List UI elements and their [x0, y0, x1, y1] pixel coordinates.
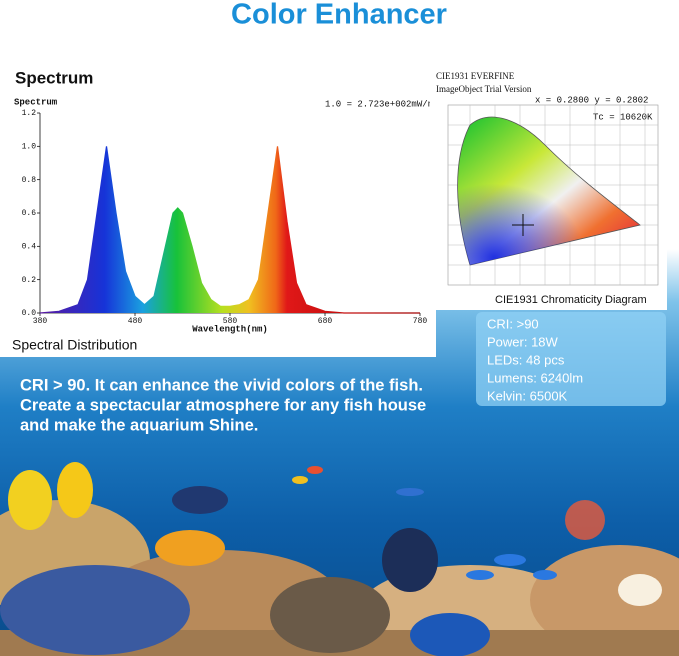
- cie-diagram: [447, 104, 659, 286]
- y-tick-label: 0.8: [22, 176, 37, 185]
- spectrum-chart: Spectrum 1.0 = 2.723e+002mW/nm Wavelengt…: [14, 97, 438, 334]
- spec-item: Power: 18W: [487, 334, 559, 349]
- tagline-line: CRI > 90. It can enhance the vivid color…: [20, 376, 423, 394]
- annotation: 1.0 = 2.723e+002mW/nm: [325, 99, 438, 109]
- x-tick-label: 380: [33, 317, 48, 326]
- x-axis-label: Wavelength(nm): [192, 324, 268, 334]
- y-tick-label: 0.4: [22, 242, 37, 251]
- y-axis-label: Spectrum: [14, 97, 58, 107]
- y-tick-label: 1.2: [22, 109, 37, 118]
- x-tick-label: 480: [128, 317, 143, 326]
- cie-brand: CIE1931 EVERFINE: [436, 71, 515, 81]
- y-tick-label: 1.0: [22, 142, 37, 151]
- tagline: CRI > 90. It can enhance the vivid color…: [20, 376, 426, 434]
- specs-box: [476, 312, 666, 406]
- x-tick-label: 680: [318, 317, 333, 326]
- y-tick-label: 0.2: [22, 276, 37, 285]
- x-tick-label: 780: [413, 317, 428, 326]
- cie-coordinates: x = 0.2800 y = 0.2802: [535, 95, 648, 105]
- y-tick-label: 0.0: [22, 309, 37, 318]
- cie-tc: Tc = 10620K: [593, 112, 653, 122]
- spec-item: Lumens: 6240lm: [487, 370, 583, 385]
- cie-caption: CIE1931 Chromaticity Diagram: [495, 294, 647, 306]
- spectrum-heading: Spectrum: [15, 68, 93, 87]
- tagline-line: Create a spectacular atmosphere for any …: [20, 396, 426, 414]
- spectrum-caption: Spectral Distribution: [12, 337, 137, 353]
- y-tick-label: 0.6: [22, 209, 37, 218]
- tagline-line: and make the aquarium Shine.: [20, 416, 258, 434]
- spec-item: LEDs: 48 pcs: [487, 352, 565, 367]
- reef: [0, 462, 679, 656]
- cie-watermark: ImageObject Trial Version: [436, 84, 532, 94]
- specs: CRI: >90 Power: 18W LEDs: 48 pcs Lumens: 62…: [487, 316, 583, 403]
- x-tick-label: 580: [223, 317, 238, 326]
- spec-item: Kelvin: 6500K: [487, 388, 568, 403]
- spec-item: CRI: >90: [487, 316, 539, 331]
- spectrum-fill: [40, 146, 420, 313]
- spectrum-line: [39, 146, 420, 314]
- title: Color Enhancer: [231, 0, 447, 31]
